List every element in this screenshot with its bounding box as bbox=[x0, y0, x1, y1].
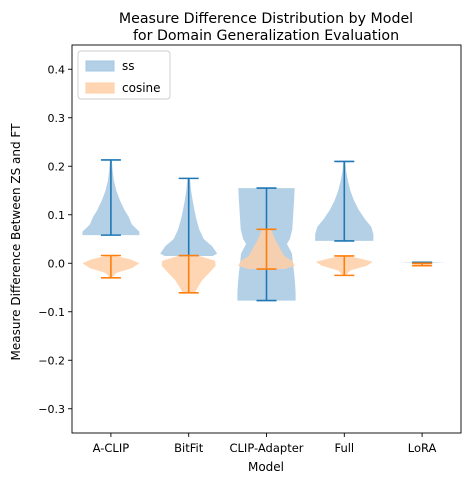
y-tick-label: 0.1 bbox=[48, 209, 66, 222]
cosine-legend-swatch bbox=[85, 82, 115, 94]
legend: ss cosine bbox=[77, 50, 171, 100]
y-axis-label: Measure Difference Between ZS and FT bbox=[9, 123, 23, 361]
x-axis-ticks: A-CLIP BitFit CLIP-Adapter Full LoRA bbox=[93, 433, 437, 455]
violin-layer bbox=[82, 159, 447, 302]
y-tick-label: 0.0 bbox=[48, 257, 66, 270]
chart-title-line-2: for Domain Generalization Evaluation bbox=[133, 28, 399, 44]
y-tick-label: 0.2 bbox=[48, 160, 66, 173]
y-tick-label: −0.1 bbox=[38, 306, 65, 319]
chart-title-line-1: Measure Difference Distribution by Model bbox=[119, 11, 413, 27]
x-tick-label: LoRA bbox=[408, 441, 437, 455]
x-tick-label: BitFit bbox=[174, 441, 204, 455]
y-axis-ticks: −0.3 −0.2 −0.1 0.0 0.1 0.2 0.3 0.4 bbox=[38, 63, 72, 416]
x-tick-label: A-CLIP bbox=[93, 441, 130, 455]
ss-legend-swatch bbox=[85, 60, 115, 72]
x-tick-label: Full bbox=[334, 441, 354, 455]
y-tick-label: 0.3 bbox=[48, 112, 66, 125]
cosine-legend-label: cosine bbox=[122, 81, 161, 95]
ss-legend-label: ss bbox=[122, 59, 135, 73]
y-tick-label: 0.4 bbox=[48, 63, 66, 76]
x-axis-label: Model bbox=[248, 460, 284, 474]
y-tick-label: −0.2 bbox=[38, 354, 65, 367]
y-tick-label: −0.3 bbox=[38, 403, 65, 416]
x-tick-label: CLIP-Adapter bbox=[229, 441, 303, 455]
